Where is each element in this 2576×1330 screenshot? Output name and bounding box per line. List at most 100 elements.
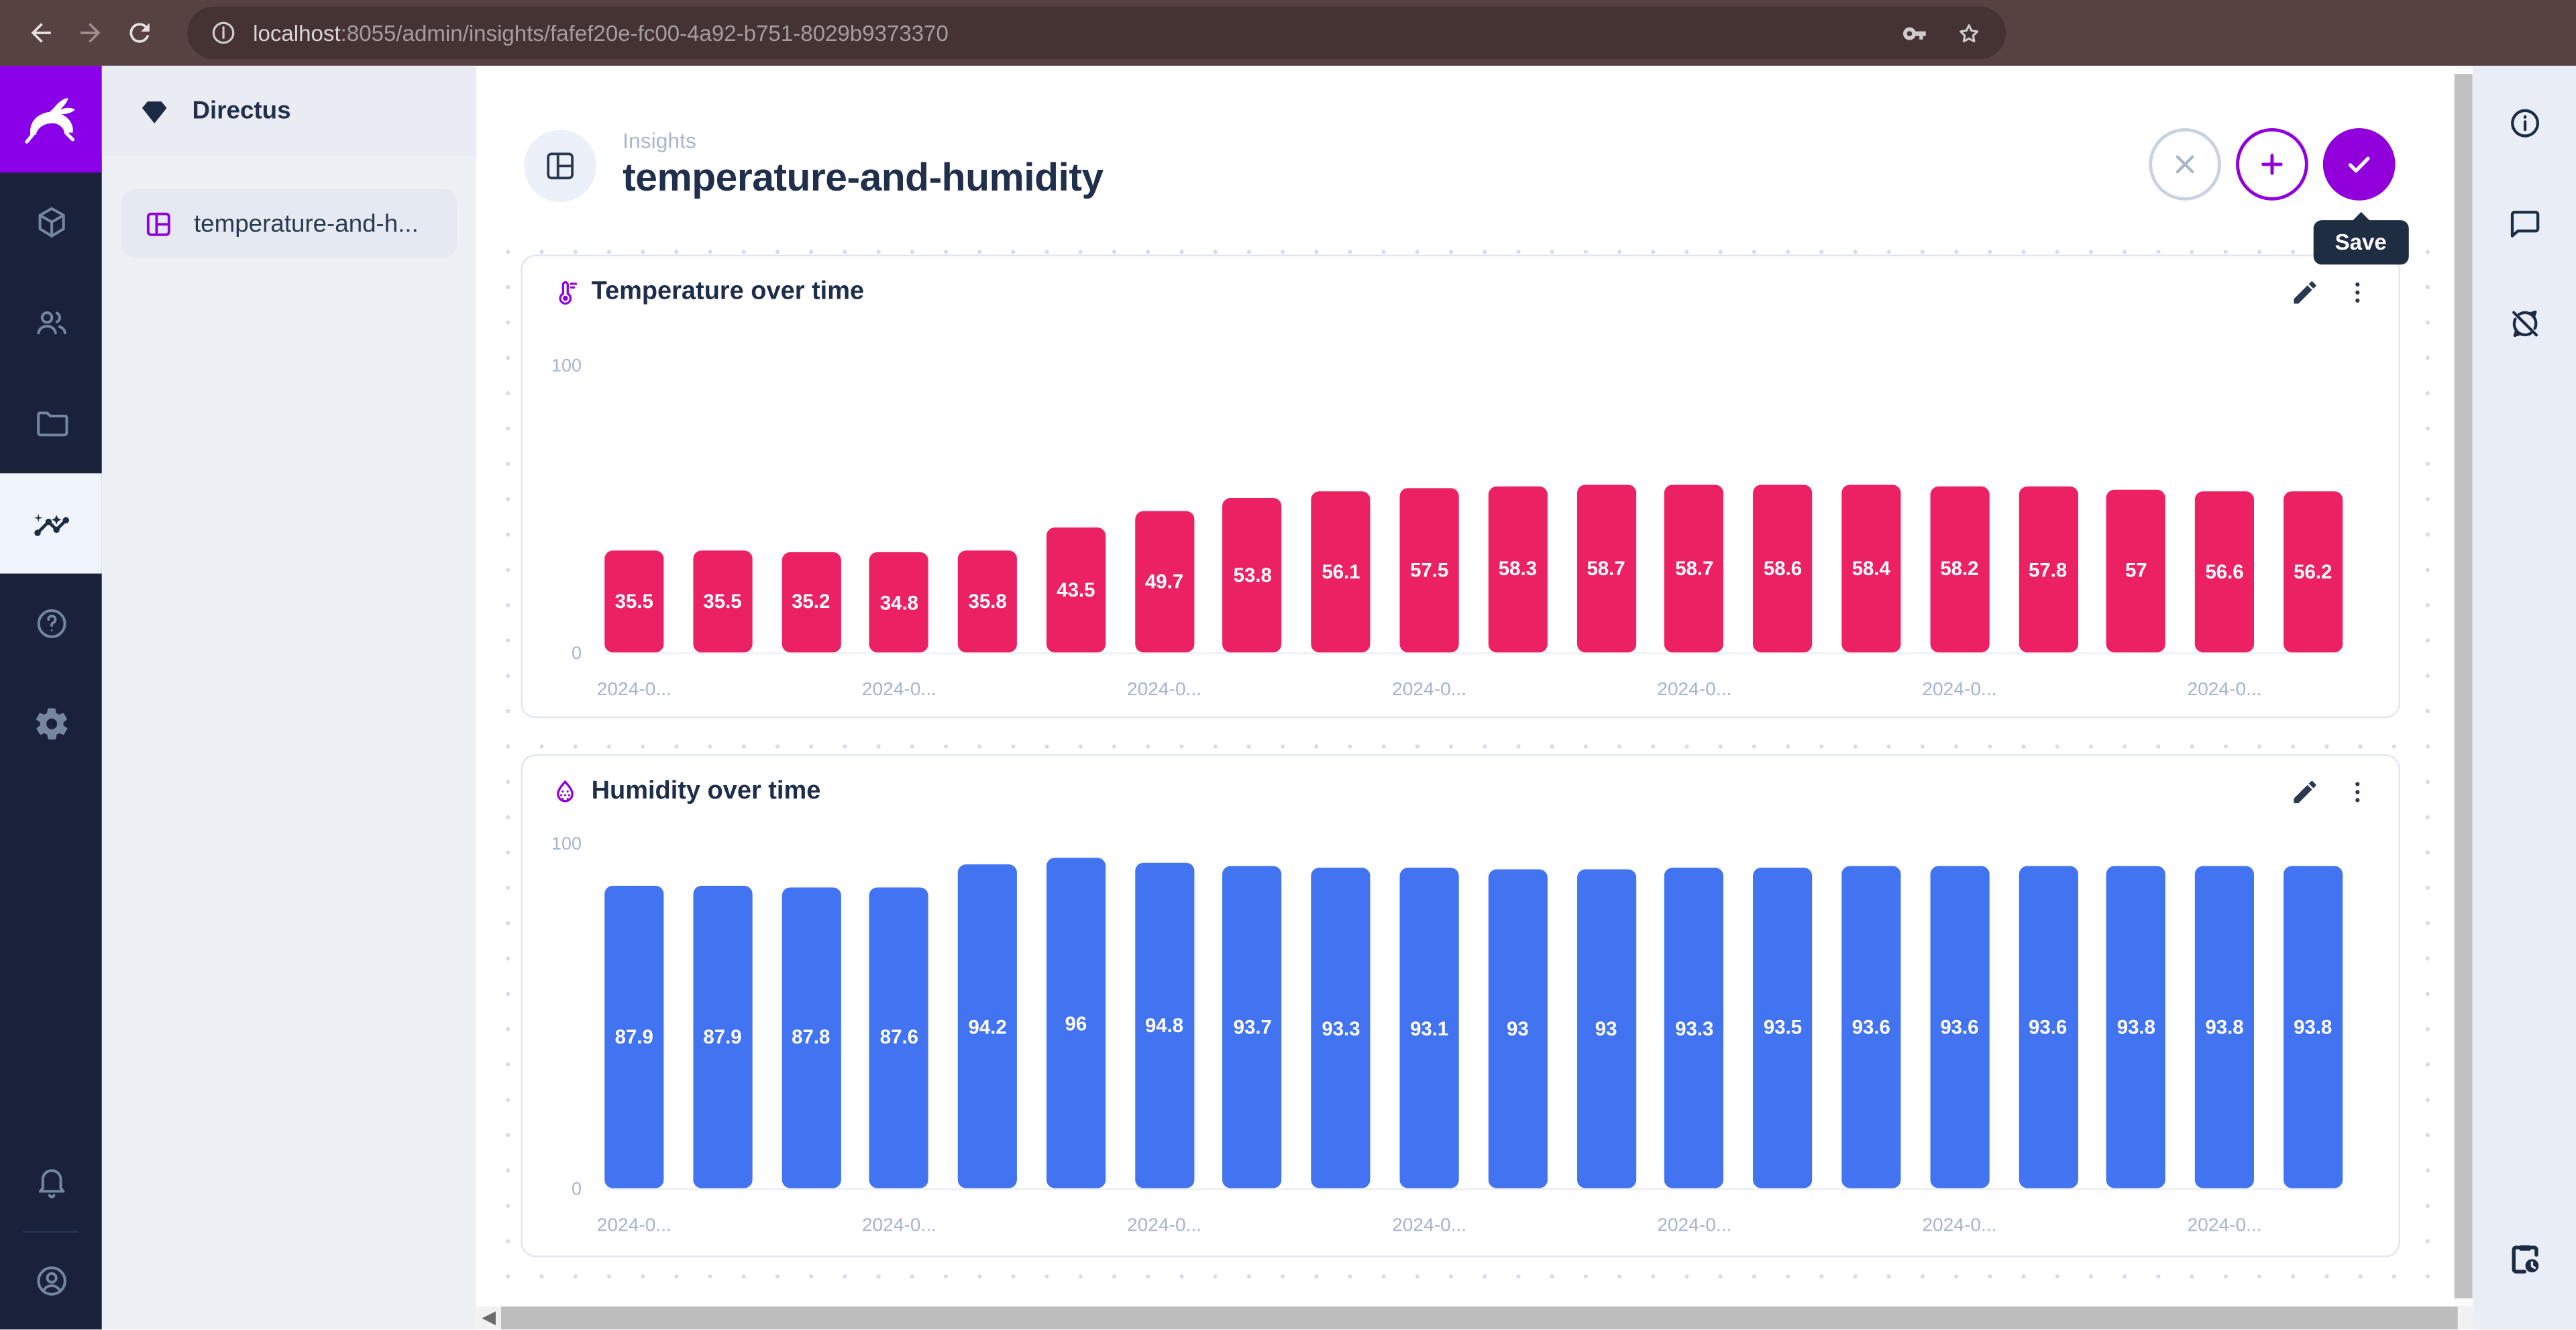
notifications-button[interactable] xyxy=(0,1131,102,1231)
bar-value-label: 96 xyxy=(1065,1011,1087,1035)
bar-value-label: 57.5 xyxy=(1410,558,1449,582)
thermometer-icon xyxy=(550,278,580,307)
x-axis-tick-label: 2024-0... xyxy=(596,680,672,701)
bar: 87.9 xyxy=(604,886,664,1188)
bar: 56.2 xyxy=(2283,491,2343,653)
bar: 93.6 xyxy=(2018,866,2078,1188)
x-axis-tick-label xyxy=(1753,1216,1812,1235)
x-axis-tick-label xyxy=(1576,680,1635,700)
directus-logo-button[interactable] xyxy=(0,65,102,173)
x-axis-tick-label xyxy=(1311,680,1371,700)
x-axis-tick-label xyxy=(958,680,1017,700)
bar-value-label: 56.1 xyxy=(1322,560,1360,584)
bar: 93.8 xyxy=(2106,866,2166,1188)
bar-value-label: 93.1 xyxy=(1410,1017,1449,1040)
folder-icon xyxy=(36,411,68,437)
main-content: Insights temperature-and-humidity Save xyxy=(476,65,2473,1330)
bar-value-label: 94.2 xyxy=(968,1015,1007,1038)
x-axis-tick-label xyxy=(958,1216,1017,1235)
header-actions xyxy=(2149,128,2396,201)
x-axis-tick-label xyxy=(1841,1216,1900,1235)
browser-refresh-button[interactable] xyxy=(115,8,164,57)
x-axis-tick-label xyxy=(2106,1216,2165,1235)
bar-value-label: 58.7 xyxy=(1675,557,1714,580)
project-name: Directus xyxy=(192,97,291,125)
browser-forward-button[interactable] xyxy=(66,8,115,57)
x-axis-tick-label xyxy=(1046,680,1106,700)
x-axis-tick-label: 2024-0... xyxy=(1922,680,1997,701)
x-axis-tick-label: 2024-0... xyxy=(1657,680,1732,701)
bar-value-label: 58.3 xyxy=(1498,557,1537,581)
activity-clipboard-clock-icon[interactable] xyxy=(2506,1241,2542,1277)
sidebar-item-dashboard[interactable]: temperature-and-h... xyxy=(121,189,457,258)
bar: 93.3 xyxy=(1311,868,1371,1188)
module-files[interactable] xyxy=(0,373,102,473)
bar-value-label: 56.2 xyxy=(2294,560,2332,584)
bar-value-label: 35.5 xyxy=(614,590,653,613)
x-axis-tick-label: 2024-0... xyxy=(1922,1216,1997,1236)
panel-title: Temperature over time xyxy=(591,277,865,306)
add-panel-button[interactable] xyxy=(2236,128,2308,201)
module-insights[interactable] xyxy=(0,473,102,574)
edit-pencil-icon[interactable] xyxy=(2290,777,2320,807)
browser-toolbar: localhost:8055/admin/insights/fafef20e-f… xyxy=(0,0,2576,66)
user-menu-button[interactable] xyxy=(0,1233,102,1329)
bar: 94.8 xyxy=(1134,862,1194,1188)
chart-x-axis: 2024-0... 2024-0... 2024-0... 2024-0... 2024… xyxy=(596,680,2343,701)
module-content[interactable] xyxy=(0,172,102,272)
bar-value-label: 53.8 xyxy=(1233,564,1272,587)
comments-button-icon[interactable] xyxy=(2506,205,2542,242)
bar: 93.3 xyxy=(1664,868,1724,1188)
x-axis-tick-label: 2024-0... xyxy=(861,680,937,701)
bar: 58.7 xyxy=(1576,484,1636,653)
discard-changes-button[interactable] xyxy=(2149,128,2222,201)
horizontal-scrollbar-thumb[interactable] xyxy=(500,1306,2458,1330)
bar: 35.5 xyxy=(692,550,753,653)
bar-value-label: 58.6 xyxy=(1763,557,1803,580)
scroll-left-arrow-icon[interactable]: ◀ xyxy=(482,1308,496,1328)
site-info-icon[interactable] xyxy=(210,19,236,46)
bar-value-label: 93.6 xyxy=(2029,1015,2068,1039)
x-axis-tick-label xyxy=(1223,1216,1282,1235)
horizontal-scrollbar[interactable]: ◀ xyxy=(476,1306,2473,1330)
bar: 58.4 xyxy=(1841,485,1901,653)
breadcrumb[interactable]: Insights xyxy=(623,128,696,153)
more-options-icon[interactable] xyxy=(2343,278,2372,307)
bar: 93 xyxy=(1576,868,1636,1188)
arrow-forward-icon xyxy=(80,23,101,43)
chart-plot: 35.5 35.5 35.2 34.8 35.8 43.5 49.7 53.8 56.1 57.5… xyxy=(604,366,2343,654)
project-header[interactable]: Directus xyxy=(101,65,477,156)
edit-pencil-icon[interactable] xyxy=(2290,278,2320,307)
save-button[interactable] xyxy=(2322,128,2396,201)
browser-back-button[interactable] xyxy=(16,8,65,57)
panel-header: Humidity over time xyxy=(550,777,2372,807)
y-axis-max-label: 100 xyxy=(551,835,582,855)
address-bar[interactable]: localhost:8055/admin/insights/fafef20e-f… xyxy=(187,6,2006,60)
bar-value-label: 35.2 xyxy=(792,591,830,614)
bar: 56.6 xyxy=(2194,491,2255,653)
module-users[interactable] xyxy=(0,273,102,373)
module-help[interactable] xyxy=(0,574,102,674)
info-button-icon[interactable] xyxy=(2506,105,2542,142)
sync-disabled-icon[interactable] xyxy=(2506,306,2542,342)
password-key-icon[interactable] xyxy=(1900,19,1929,47)
bar: 94.2 xyxy=(958,864,1018,1188)
bar: 93.7 xyxy=(1223,866,1283,1188)
bar: 93.5 xyxy=(1753,867,1813,1188)
bar-value-label: 87.6 xyxy=(879,1026,919,1050)
panel-temperature-over-time[interactable]: Temperature over time 100 0 35.5 35.5 35.2… xyxy=(521,254,2400,719)
bar-value-label: 57.8 xyxy=(2029,558,2068,582)
panel-humidity-over-time[interactable]: Humidity over time 100 0 87.9 87.9 87.8 87.… xyxy=(521,754,2400,1258)
check-icon xyxy=(2348,156,2370,173)
bar-value-label: 58.2 xyxy=(1940,558,1979,581)
module-settings[interactable] xyxy=(0,674,102,774)
more-options-icon[interactable] xyxy=(2343,777,2372,807)
right-sidebar xyxy=(2472,65,2576,1330)
vertical-scrollbar[interactable] xyxy=(2454,65,2473,1307)
bar: 87.8 xyxy=(781,886,841,1188)
bar-value-label: 58.4 xyxy=(1851,557,1890,580)
bookmark-star-icon[interactable] xyxy=(1955,19,1983,47)
bar: 58.7 xyxy=(1664,484,1724,653)
vertical-scrollbar-thumb[interactable] xyxy=(2454,74,2473,1298)
